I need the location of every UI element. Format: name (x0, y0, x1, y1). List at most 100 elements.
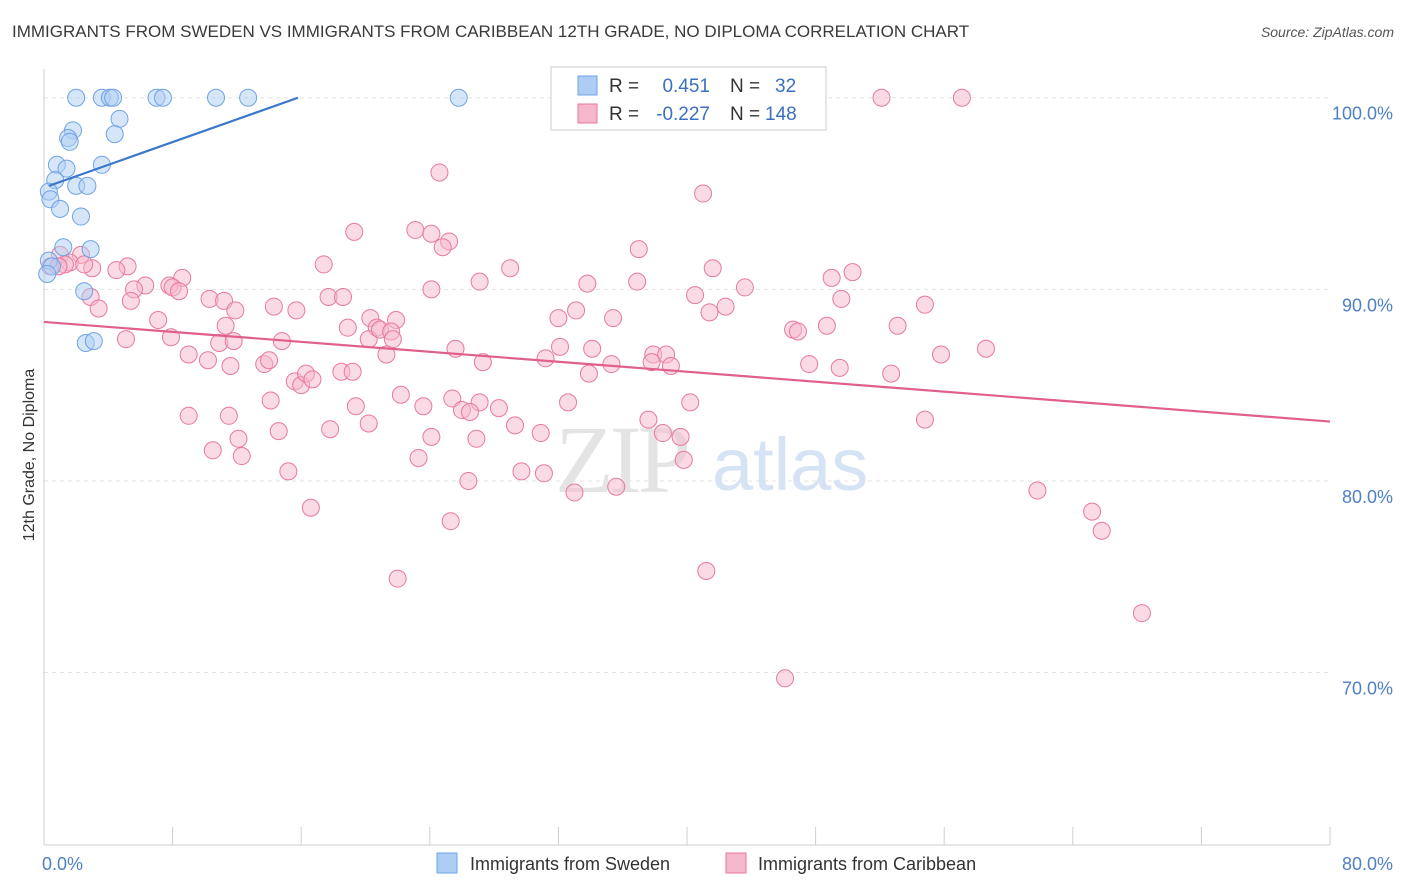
bottom-legend-label-caribbean: Immigrants from Caribbean (758, 854, 976, 874)
data-point (628, 272, 647, 291)
data-point (1083, 502, 1102, 521)
data-point (489, 399, 508, 418)
y-tick-label: 100.0% (1332, 104, 1393, 124)
data-point (216, 316, 235, 335)
data-point (459, 471, 478, 490)
data-point (221, 356, 240, 375)
data-point (473, 353, 492, 372)
data-point (261, 391, 280, 410)
data-point (391, 385, 410, 404)
data-point (226, 301, 245, 320)
data-point (976, 339, 995, 358)
data-point (512, 462, 531, 481)
legend-n-label-caribbean: N = (730, 104, 760, 125)
data-point (232, 447, 251, 466)
data-point (882, 364, 901, 383)
bottom-legend-swatch-caribbean (725, 852, 747, 874)
data-point (71, 207, 90, 226)
data-point (264, 297, 283, 316)
data-point (409, 448, 428, 467)
data-point (505, 416, 524, 435)
legend-r-label-caribbean: R = (609, 104, 639, 125)
legend-n-label-sweden: N = (730, 76, 760, 97)
data-point (110, 109, 129, 128)
data-point (377, 345, 396, 364)
data-point (422, 427, 441, 446)
data-point (671, 427, 690, 446)
data-point (681, 393, 700, 412)
data-point (301, 498, 320, 517)
data-point (639, 410, 658, 429)
chart-title: IMMIGRANTS FROM SWEDEN VS IMMIGRANTS FRO… (12, 22, 970, 41)
data-point (333, 288, 352, 307)
data-point (433, 238, 452, 257)
data-point (359, 414, 378, 433)
data-point (551, 337, 570, 356)
y-tick-label: 90.0% (1342, 295, 1393, 315)
data-point (422, 280, 441, 299)
trend-line (43, 320, 1331, 423)
data-point (817, 316, 836, 335)
data-point (1092, 521, 1111, 540)
data-point (843, 263, 862, 282)
data-point (207, 88, 226, 107)
x-tick-label: 0.0% (42, 854, 83, 874)
data-point (54, 238, 73, 257)
data-point (565, 483, 584, 502)
data-point (776, 669, 795, 688)
data-point (414, 397, 433, 416)
data-point (121, 291, 140, 310)
legend-r-label-sweden: R = (609, 76, 639, 97)
data-point (89, 299, 108, 318)
legend-r-value-sweden: 0.451 (662, 76, 710, 97)
data-point (203, 441, 222, 460)
data-point (84, 332, 103, 351)
data-point (443, 389, 462, 408)
data-point (198, 351, 217, 370)
data-point (345, 222, 364, 241)
stats-legend: R = 0.451 N = 32 R = -0.227 N = 148 (550, 66, 827, 131)
data-point (441, 512, 460, 531)
x-tick-label: 80.0% (1342, 854, 1393, 874)
data-point (279, 462, 298, 481)
data-point (830, 358, 849, 377)
data-point (604, 309, 623, 328)
data-point (303, 370, 322, 389)
bottom-legend-label-sweden: Immigrants from Sweden (470, 854, 670, 874)
y-tick-label: 70.0% (1342, 679, 1393, 699)
data-point (81, 240, 100, 259)
data-point (75, 255, 94, 274)
data-point (321, 420, 340, 439)
data-point (57, 159, 76, 178)
data-point (534, 464, 553, 483)
data-point (703, 259, 722, 278)
data-point (788, 322, 807, 341)
data-point (179, 345, 198, 364)
watermark-atlas: atlas (712, 423, 868, 506)
data-point (38, 265, 57, 284)
data-point (549, 309, 568, 328)
legend-r-value-caribbean: -0.227 (656, 104, 710, 125)
bottom-legend-swatch-sweden (436, 852, 458, 874)
data-point (822, 268, 841, 287)
data-point (260, 351, 279, 370)
data-point (915, 295, 934, 314)
data-point (653, 424, 672, 443)
trend-lines (43, 96, 1331, 423)
data-point (832, 289, 851, 308)
data-point (567, 301, 586, 320)
data-point (536, 349, 555, 368)
data-point (700, 303, 719, 322)
data-point (239, 88, 258, 107)
data-point (915, 410, 934, 429)
data-point (406, 220, 425, 239)
data-point (686, 286, 705, 305)
data-point (531, 424, 550, 443)
data-point (287, 301, 306, 320)
y-tick-label: 80.0% (1342, 487, 1393, 507)
data-point (1132, 604, 1151, 623)
data-point (470, 272, 489, 291)
data-point (75, 282, 94, 301)
data-point (501, 259, 520, 278)
series-caribbean-points (41, 88, 1151, 688)
